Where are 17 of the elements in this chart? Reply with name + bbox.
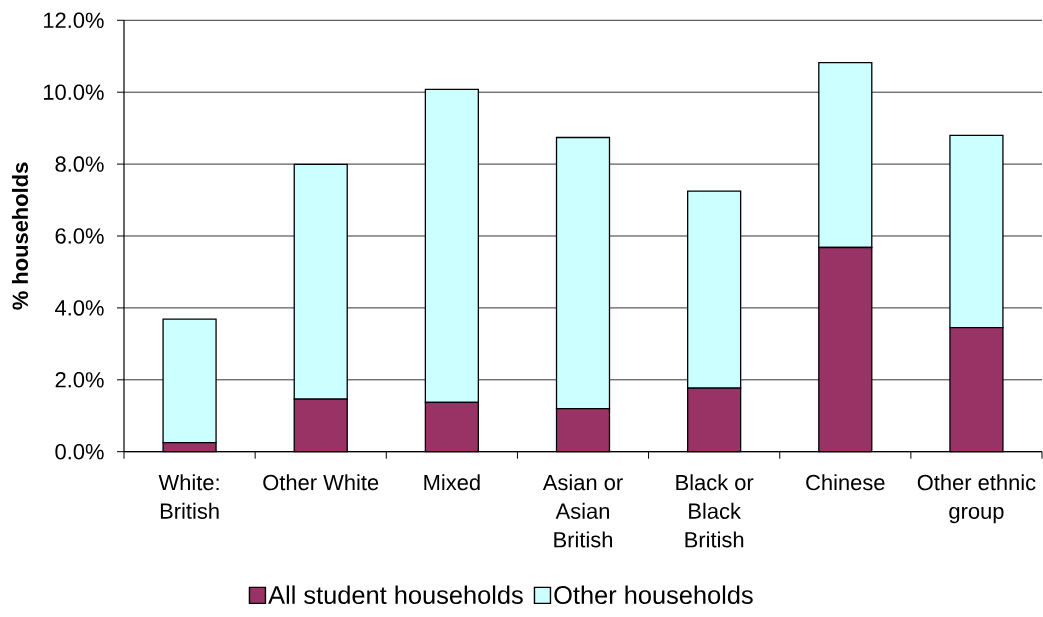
y-tick-label: 2.0% — [55, 372, 104, 388]
x-tick-label: Other ethnic group — [917, 474, 1036, 524]
legend-label: Other households — [554, 585, 753, 605]
x-tick-label: Chinese — [806, 474, 885, 491]
y-tick-label: 4.0% — [55, 300, 104, 316]
y-tick-label: 8.0% — [55, 156, 104, 172]
x-tick-label: Asian or Asian British — [542, 474, 623, 548]
y-tick-label: 6.0% — [55, 228, 104, 244]
x-tick-label: White: British — [158, 474, 219, 519]
x-tick-label: Mixed — [424, 474, 480, 491]
legend-label: All student households — [268, 585, 523, 605]
y-tick-label: 10.0% — [44, 84, 104, 100]
y-axis-title: % households — [11, 162, 29, 310]
x-tick-label: Black or Black British — [676, 474, 754, 548]
y-tick-label: 12.0% — [44, 12, 104, 29]
x-tick-label: Other White — [263, 474, 379, 491]
y-tick-label: 0.0% — [55, 443, 104, 460]
